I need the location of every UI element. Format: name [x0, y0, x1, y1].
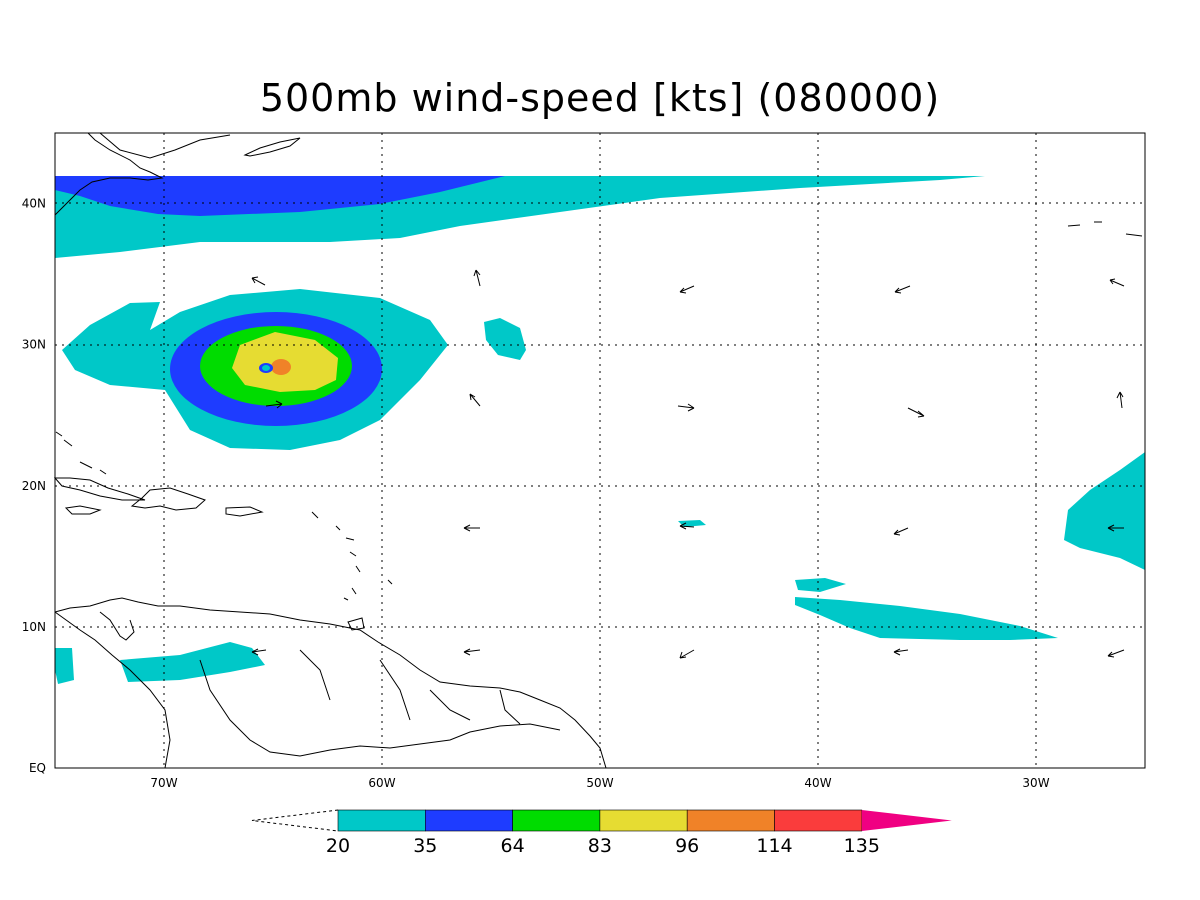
wind-arrow [463, 648, 481, 656]
south-america-coast [54, 597, 607, 769]
x-tick-label: 30W [1022, 776, 1049, 790]
wind-arrow [463, 524, 480, 532]
wind-arrow [1109, 278, 1125, 287]
y-tick-labels: EQ 10N 20N 30N 40N [22, 197, 46, 775]
jet-35kt-band [55, 176, 505, 216]
graticule [55, 133, 1145, 768]
wind-arrow [893, 648, 909, 656]
central-america-coast [54, 611, 171, 769]
yucatan [99, 611, 135, 641]
colorbar-label: 135 [844, 835, 880, 857]
colorbar-segment [337, 809, 426, 832]
x-tick-label: 60W [368, 776, 395, 790]
y-tick-label: 30N [22, 338, 46, 352]
east-20kt-patch [1064, 452, 1145, 570]
hispaniola [130, 487, 206, 511]
colorbar-label: 35 [413, 835, 437, 857]
colorbar-segment [774, 809, 863, 832]
y-tick-label: 10N [22, 620, 46, 634]
colorbar-label: 64 [501, 835, 525, 857]
lesser-antilles [311, 511, 393, 601]
colorbar-label: 83 [588, 835, 612, 857]
small-20kt-patch [678, 520, 706, 527]
central-20kt-patch [795, 578, 846, 592]
wind-arrow [1107, 649, 1125, 658]
colorbar-label: 114 [756, 835, 792, 857]
jamaica [64, 505, 102, 515]
wind-arrow [473, 269, 481, 287]
wind-arrow [1107, 524, 1124, 532]
wind-arrow [1116, 391, 1124, 409]
y-tick-label: 40N [22, 197, 46, 211]
west-20kt-patch [55, 648, 74, 684]
wind-arrow [677, 403, 695, 412]
south-america-interior [199, 649, 561, 757]
y-tick-label: EQ [29, 761, 46, 775]
canada-coast [99, 132, 231, 159]
wind-arrow [251, 276, 266, 286]
colorbar-label: 20 [326, 835, 350, 857]
storm-eye-20 [262, 365, 270, 371]
colorbar-lower-extension [251, 809, 339, 832]
colorbar-upper-extension [861, 810, 952, 831]
wind-arrow [679, 285, 695, 294]
wind-shading [55, 176, 1145, 684]
wind-arrow [265, 400, 283, 409]
wind-arrow [679, 522, 695, 530]
nova-scotia-coast [243, 137, 301, 157]
y-tick-label: 20N [22, 479, 46, 493]
wind-arrow [894, 285, 911, 294]
colorbar-segment [686, 809, 775, 832]
wind-arrow [679, 649, 695, 659]
coastlines [53, 132, 1143, 769]
x-tick-labels: 70W 60W 50W 40W 30W [150, 776, 1049, 790]
colorbar-label: 96 [675, 835, 699, 857]
x-tick-label: 40W [804, 776, 831, 790]
storm-20kt-patch-a [484, 318, 526, 360]
wind-arrow [251, 648, 267, 656]
cuba [53, 477, 146, 501]
colorbar: 20 35 64 83 96 114 135 [251, 809, 952, 857]
central-20kt-band [795, 597, 1058, 640]
colorbar-segment [599, 809, 688, 832]
map-frame [54, 132, 1146, 769]
colorbar-segment [512, 809, 601, 832]
colorbar-segment [424, 809, 513, 832]
wind-arrow [893, 527, 909, 536]
caribbean-20kt-band [120, 642, 265, 682]
storm-96kt-core [271, 359, 291, 375]
azores [1067, 221, 1143, 237]
us-northeast-coast [54, 132, 164, 216]
x-tick-label: 50W [586, 776, 613, 790]
wind-arrow [907, 407, 925, 418]
puerto-rico [225, 506, 264, 517]
map-title: 500mb wind-speed [kts] (080000) [259, 76, 941, 120]
x-tick-label: 70W [150, 776, 177, 790]
wind-arrow [469, 393, 481, 407]
bahamas [55, 431, 107, 475]
wind-vectors [251, 269, 1125, 659]
